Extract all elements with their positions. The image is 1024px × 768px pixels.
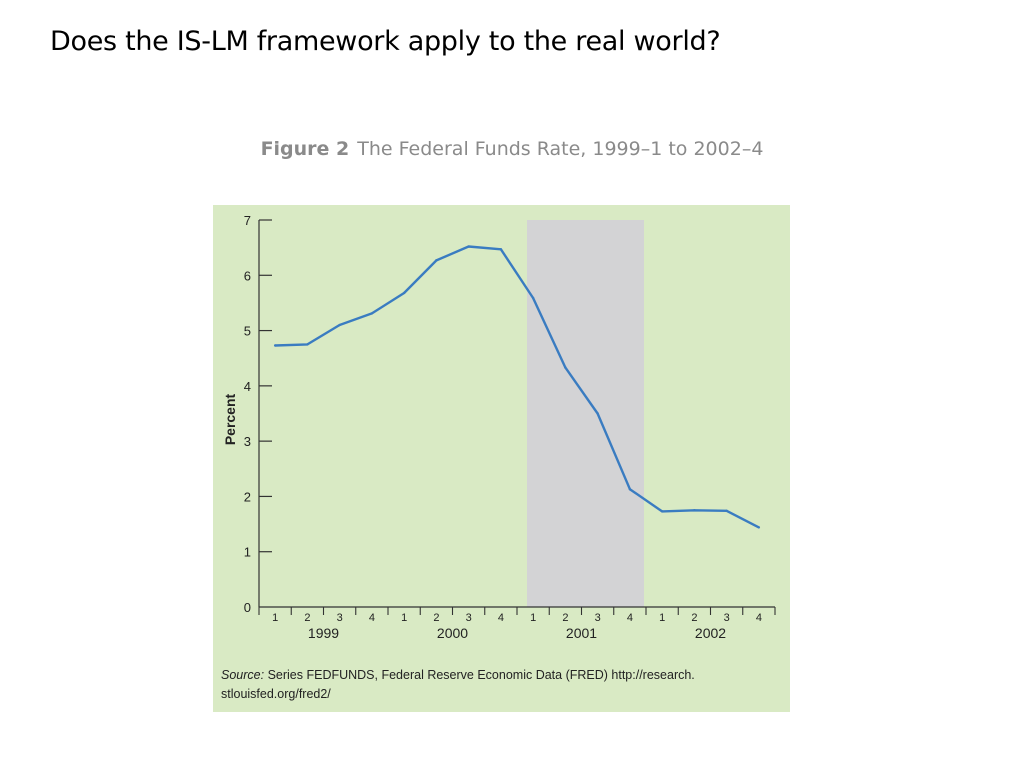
source-text: Series FEDFUNDS, Federal Reserve Economi… xyxy=(221,668,695,701)
x-quarter-label: 3 xyxy=(466,612,472,624)
data-point xyxy=(402,291,406,295)
x-quarter-label: 1 xyxy=(530,612,536,624)
y-tick-label: 4 xyxy=(244,379,251,394)
x-quarter-label: 1 xyxy=(272,612,278,624)
data-point xyxy=(370,312,374,315)
data-point xyxy=(499,248,503,251)
slide-title: Does the IS-LM framework apply to the re… xyxy=(50,26,721,57)
data-point xyxy=(338,323,341,327)
x-year-label: 2002 xyxy=(695,625,726,641)
y-tick-label: 5 xyxy=(244,324,251,339)
data-point xyxy=(596,412,599,415)
data-point xyxy=(435,259,438,262)
data-point xyxy=(564,366,567,369)
y-tick-label: 7 xyxy=(244,213,251,228)
series-line-fed-funds-rate xyxy=(275,245,760,529)
data-point xyxy=(306,343,309,346)
x-quarter-label: 4 xyxy=(498,612,504,624)
x-year-label: 2001 xyxy=(566,625,597,641)
x-quarter-label: 4 xyxy=(627,612,633,624)
figure-number: Figure 2 xyxy=(260,138,350,160)
x-quarter-label: 3 xyxy=(724,612,730,624)
chart-panel: 0 1 2 3 4 5 6 7 Percent 1 2 3 4 1 2 3 4 1 2 3 4 1 2 3 4 1999 2000 2… xyxy=(213,205,790,712)
figure-title: The Federal Funds Rate, 1999–1 to 2002–4 xyxy=(357,138,764,160)
x-quarter-label: 2 xyxy=(433,612,439,624)
x-year-label: 2000 xyxy=(437,625,468,641)
data-point xyxy=(467,245,470,248)
data-point xyxy=(693,509,696,512)
source-note: Source: Series FEDFUNDS, Federal Reserve… xyxy=(221,666,766,704)
figure-caption: Figure 2 The Federal Funds Rate, 1999–1 t… xyxy=(0,138,1024,160)
x-quarter-label: 4 xyxy=(369,612,375,624)
data-point xyxy=(628,488,632,491)
data-point xyxy=(531,296,535,300)
data-point xyxy=(725,509,728,513)
x-quarter-label: 2 xyxy=(304,612,310,624)
x-quarter-label: 3 xyxy=(595,612,601,624)
y-tick-label: 2 xyxy=(244,489,251,504)
data-point xyxy=(273,344,277,347)
x-year-label: 1999 xyxy=(308,625,339,641)
x-quarter-label: 3 xyxy=(337,612,343,624)
data-point xyxy=(757,526,761,529)
y-tick-label: 1 xyxy=(244,545,251,560)
x-quarter-label: 1 xyxy=(659,612,665,624)
recession-shading xyxy=(527,220,644,607)
y-tick-label: 6 xyxy=(244,268,251,283)
y-tick-label: 3 xyxy=(244,434,251,449)
data-point xyxy=(660,510,664,513)
line-chart: 0 1 2 3 4 5 6 7 Percent 1 2 3 4 1 2 3 4 1 2 3 4 1 2 3 4 1999 2000 2… xyxy=(222,213,776,641)
y-tick-label: 0 xyxy=(244,600,251,615)
source-label: Source: xyxy=(221,668,265,682)
x-quarter-label: 2 xyxy=(562,612,568,624)
y-axis-title: Percent xyxy=(222,393,238,445)
x-quarter-label: 4 xyxy=(756,612,762,624)
x-quarter-label: 1 xyxy=(401,612,407,624)
x-quarter-label: 2 xyxy=(691,612,697,624)
